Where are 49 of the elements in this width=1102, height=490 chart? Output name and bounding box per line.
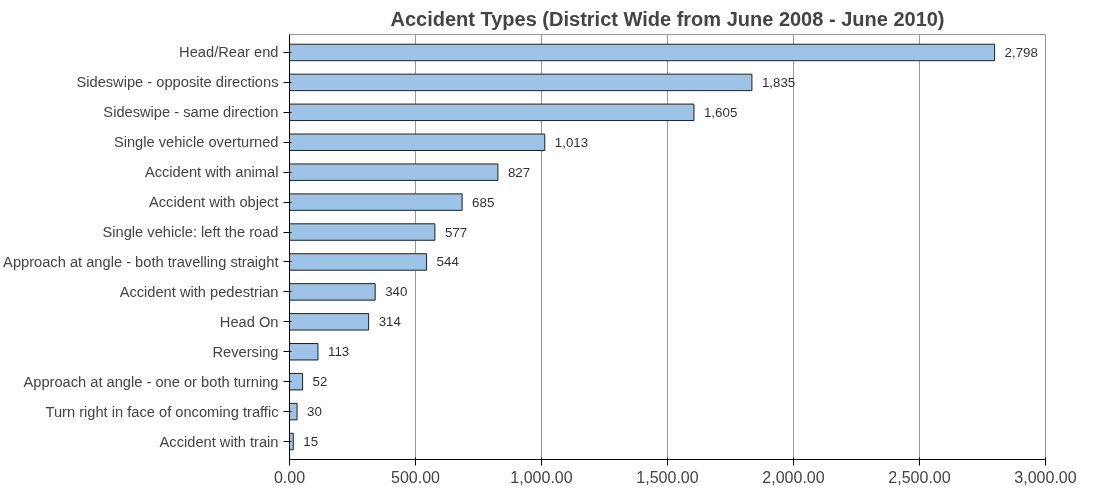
y-tick-label: Sideswipe - same direction xyxy=(103,104,279,121)
y-tick-label: Approach at angle - one or both turning xyxy=(23,373,279,390)
bar xyxy=(289,193,463,211)
y-tick-label: Sideswipe - opposite directions xyxy=(76,74,279,91)
y-tick-label: Accident with pedestrian xyxy=(119,283,279,300)
y-tick-label: Single vehicle: left the road xyxy=(102,224,279,241)
chart-title: Accident Types (District Wide from June 2008 - June 2010) xyxy=(390,7,945,30)
bar xyxy=(289,402,298,421)
data-label: 113 xyxy=(327,344,350,360)
y-tick-label: Accident with animal xyxy=(144,164,279,181)
y-tick-label: Single vehicle overturned xyxy=(113,134,279,151)
data-label: 827 xyxy=(507,164,531,180)
data-label: 30 xyxy=(307,404,322,420)
x-tick-label: 2,000.00 xyxy=(762,468,825,486)
data-label: 1,835 xyxy=(761,74,796,90)
data-label: 1,605 xyxy=(703,104,738,120)
data-label: 15 xyxy=(303,434,319,450)
data-label: 314 xyxy=(378,314,402,330)
bar xyxy=(289,283,376,301)
data-label: 544 xyxy=(436,254,460,270)
data-label: 340 xyxy=(385,284,408,300)
bar xyxy=(289,43,996,62)
bar xyxy=(289,133,546,151)
y-tick-label: Reversing xyxy=(212,343,279,360)
data-label: 685 xyxy=(472,194,495,210)
y-tick-label: Approach at angle - both travelling straight xyxy=(3,253,279,270)
y-tick-label: Accident with train xyxy=(159,433,279,450)
data-label: 2,798 xyxy=(1004,44,1038,60)
x-tick-label: 500.00 xyxy=(391,468,441,486)
bar xyxy=(289,73,753,92)
y-tick-label: Head On xyxy=(219,313,279,330)
bar xyxy=(289,103,695,122)
x-tick-label: 0.00 xyxy=(273,468,306,486)
bar xyxy=(289,253,428,271)
bar xyxy=(289,223,436,241)
bar xyxy=(289,313,370,331)
x-tick-label: 2,500.00 xyxy=(888,468,951,486)
data-label: 577 xyxy=(444,224,468,240)
bar xyxy=(289,343,319,361)
x-tick-label: 3,000.00 xyxy=(1014,468,1077,486)
y-tick-label: Head/Rear end xyxy=(179,44,279,61)
bar xyxy=(289,372,304,391)
data-label: 52 xyxy=(312,374,328,390)
x-tick-label: 1,000.00 xyxy=(510,468,573,486)
y-tick-label: Accident with object xyxy=(148,194,279,211)
x-tick-label: 1,500.00 xyxy=(636,468,699,486)
y-tick-label: Turn right in face of oncoming traffic xyxy=(45,403,279,420)
data-label: 1,013 xyxy=(554,134,589,150)
bar xyxy=(289,163,499,181)
